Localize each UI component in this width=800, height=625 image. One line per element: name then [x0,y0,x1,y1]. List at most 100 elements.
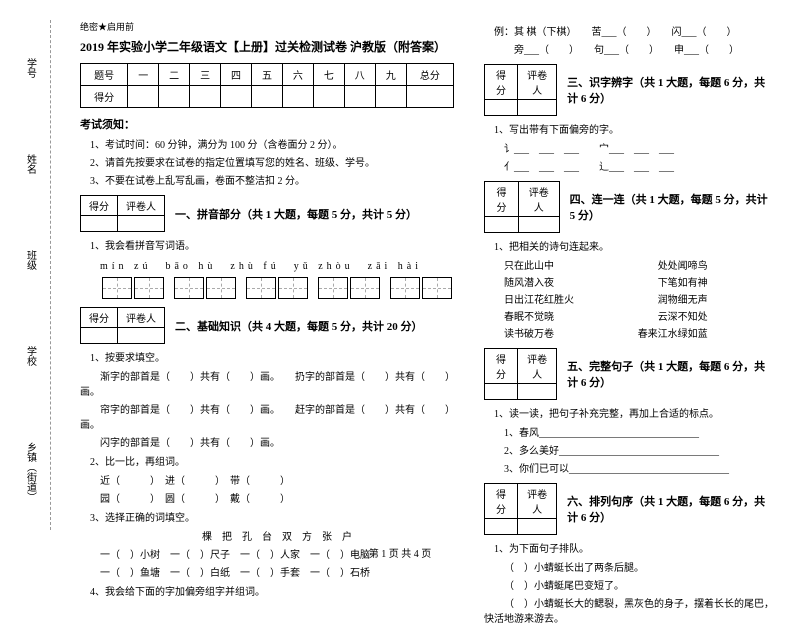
score-table: 题号 一 二 三 四 五 六 七 八 九 总分 得分 [80,63,454,108]
cell: 评卷人 [118,196,165,216]
pair-l: 春眠不觉晓 [504,308,554,323]
cell [518,100,557,116]
notice-item: 3、不要在试卷上乱写乱画，卷面不整洁扣 2 分。 [80,172,454,187]
cell: 评卷人 [118,308,165,328]
cell: 得分 [81,308,118,328]
score-box: 得分评卷人 [484,348,557,400]
cell [159,86,190,108]
score-box: 得分评卷人 [80,307,165,344]
s2-q2: 2、比一比，再组词。 [80,453,454,468]
side-label-school: 学校 [23,346,38,366]
section-2-header: 得分评卷人 二、基础知识（共 4 大题，每题 5 分，共计 20 分） [80,307,454,344]
s5-q1: 1、读一读，把句子补充完整，再加上合适的标点。 [484,405,775,420]
char-box [350,277,380,299]
cell [251,86,282,108]
pair-r: 润物细无声 [658,291,708,306]
s2-q1-line: 帘字的部首是（ ）共有（ ）画。 赶字的部首是（ ）共有（ ）画。 [80,401,454,431]
s3-row: 亻___ ___ ___ 辶___ ___ ___ [484,158,775,173]
cell: 得分 [485,65,518,100]
s3-q1: 1、写出带有下面偏旁的字。 [484,121,775,136]
s2-q3-keys: 棵 把 孔 台 双 方 张 户 [80,528,454,543]
char-box [174,277,204,299]
notice-item: 2、请首先按要求在试卷的指定位置填写您的姓名、班级、学号。 [80,154,454,169]
cell [190,86,221,108]
score-box: 得分评卷人 [484,483,557,535]
cell: 题号 [81,64,128,86]
char-box [390,277,420,299]
section-3-title: 三、识字辨字（共 1 大题，每题 6 分，共计 6 分） [567,74,775,106]
char-box [246,277,276,299]
s3-row: 讠___ ___ ___ 宀___ ___ ___ [484,140,775,155]
s5-item: 1、春风________________________________ [484,424,775,439]
section-1-header: 得分评卷人 一、拼音部分（共 1 大题，每题 5 分，共计 5 分） [80,195,454,232]
cell: 三 [190,64,221,86]
section-5-header: 得分评卷人 五、完整句子（共 1 大题，每题 6 分，共计 6 分） [484,348,775,400]
pair-r: 下笔如有神 [658,274,708,289]
side-label-town: 乡镇（街道） [23,442,38,502]
connect-pair: 随风潜入夜下笔如有神 [504,274,708,289]
score-box: 得分评卷人 [484,181,560,233]
s2-q3: 3、选择正确的词填空。 [80,509,454,524]
notice-item: 1、考试时间：60 分钟，满分为 100 分（含卷面分 2 分）。 [80,136,454,151]
s6-item: （ ）小蜻蜓尾巴变短了。 [484,577,775,592]
sidebar: 学号 姓名 班级 学校 乡镇（街道） [10,20,50,540]
cell: 二 [159,64,190,86]
paper-title: 2019 年实验小学二年级语文【上册】过关检测试卷 沪教版（附答案） [80,38,454,55]
cell [406,86,453,108]
char-box [134,277,164,299]
connect-pair: 只在此山中处处闻啼鸟 [504,257,708,272]
score-header-row: 题号 一 二 三 四 五 六 七 八 九 总分 [81,64,454,86]
cell [81,216,118,232]
char-box-row [102,277,454,299]
section-6-title: 六、排列句序（共 1 大题，每题 6 分，共计 6 分） [567,493,775,525]
cell [518,217,559,233]
confidential-label: 绝密★启用前 [80,20,454,33]
cell [485,519,518,535]
s2-q2-line: 园（ ） 圆（ ） 戴（ ） [80,490,454,505]
cell [81,328,118,344]
cell: 评卷人 [518,349,557,384]
pinyin-row: mín zú bāo hù zhù fú yǔ zhòu zāi hài [80,257,454,272]
connect-pair: 读书破万卷春来江水绿如蓝 [504,325,708,340]
q1-text: 1、我会看拼音写词语。 [80,237,454,252]
section-4-header: 得分评卷人 四、连一连（共 1 大题，每题 5 分，共计 5 分） [484,181,775,233]
cell [128,86,159,108]
score-box: 得分评卷人 [80,195,165,232]
s2-q2-line: 近（ ） 进（ ） 带（ ） [80,472,454,487]
char-box [102,277,132,299]
section-2-title: 二、基础知识（共 4 大题，每题 5 分，共计 20 分） [175,318,423,334]
cell [118,216,165,232]
page-footer: 第 1 页 共 4 页 [0,545,800,560]
cell [485,100,518,116]
pair-l: 日出江花红胜火 [504,291,574,306]
cell: 评卷人 [518,65,557,100]
cell: 六 [282,64,313,86]
s6-item: （ ）小蜻蜓长出了两条后腿。 [484,559,775,574]
score-value-row: 得分 [81,86,454,108]
cell: 得分 [485,349,518,384]
cell: 评卷人 [518,484,557,519]
exam-page: 学号 姓名 班级 学校 乡镇（街道） 绝密★启用前 2019 年实验小学二年级语… [0,0,800,540]
notice-title: 考试须知： [80,116,454,132]
char-box [278,277,308,299]
cell [313,86,344,108]
example-line: 旁___（ ） 句___（ ） 申___（ ） [484,41,775,56]
pair-r: 处处闻啼鸟 [658,257,708,272]
side-label-id: 学号 [23,58,38,78]
cell: 八 [344,64,375,86]
cell: 得分 [81,196,118,216]
right-column: 例：其 棋（下棋） 苦___（ ） 闪___（ ） 旁___（ ） 句___（ … [469,20,790,540]
cell: 总分 [406,64,453,86]
score-box: 得分评卷人 [484,64,557,116]
char-box [206,277,236,299]
side-label-class: 班级 [23,250,38,270]
left-column: 绝密★启用前 2019 年实验小学二年级语文【上册】过关检测试卷 沪教版（附答案… [50,20,469,540]
cell [485,384,518,400]
pair-r: 云深不知处 [658,308,708,323]
s2-q1-line: 闪字的部首是（ ）共有（ ）画。 [80,434,454,449]
cell: 七 [313,64,344,86]
connect-pair: 春眠不觉晓 云深不知处 [504,308,708,323]
cell [375,86,406,108]
s2-q1: 1、按要求填空。 [80,349,454,364]
cell: 评卷人 [518,182,559,217]
